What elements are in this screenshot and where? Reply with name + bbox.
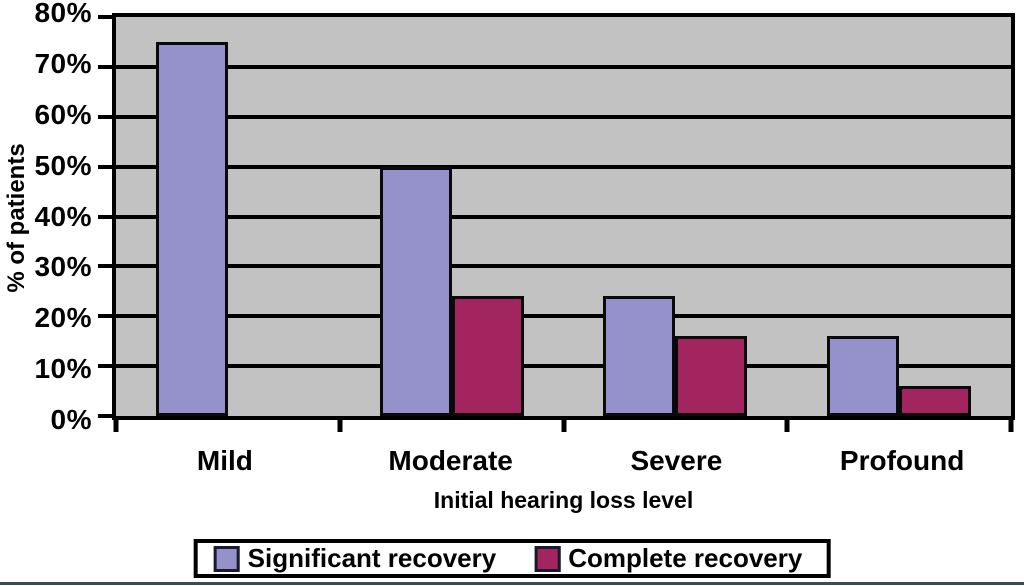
category-row xyxy=(116,17,1011,416)
y-axis-tick xyxy=(98,364,113,369)
y-axis-tick xyxy=(98,114,113,119)
y-axis-tick xyxy=(98,414,113,418)
gridline xyxy=(116,114,1011,119)
y-axis-tick-label: 70% xyxy=(34,47,92,79)
bar-slot xyxy=(827,17,900,416)
category-profound xyxy=(787,17,1011,416)
gridline xyxy=(116,164,1011,169)
bar-significant-recovery-moderate xyxy=(379,166,452,416)
plot-area xyxy=(98,13,1015,432)
y-axis-tick xyxy=(98,15,113,19)
bar-slot xyxy=(451,17,524,416)
legend: Significant recovery Complete recovery xyxy=(193,539,831,578)
category-mild xyxy=(116,17,340,416)
y-axis-tick-label: 30% xyxy=(34,251,92,283)
y-axis-tick-label: 10% xyxy=(34,353,92,385)
x-axis-tick xyxy=(337,419,343,432)
x-axis-tick xyxy=(113,419,119,432)
y-axis-tick-label: 0% xyxy=(50,404,92,435)
bar-slot xyxy=(155,17,228,416)
category-moderate xyxy=(340,17,564,416)
x-axis-tick-label-mild: Mild xyxy=(196,445,253,476)
gridline xyxy=(116,214,1011,219)
y-axis-tick-label: 80% xyxy=(34,0,92,28)
x-axis-tick xyxy=(561,419,566,432)
y-axis-tick xyxy=(98,64,113,69)
bar-slot xyxy=(675,17,748,416)
y-axis-tick xyxy=(98,214,113,219)
legend-item-significant-recovery: Significant recovery xyxy=(213,543,497,573)
y-axis-tick-label: 50% xyxy=(34,149,92,181)
legend-item-label: Complete recovery xyxy=(568,543,803,573)
bar-slot xyxy=(379,17,452,416)
y-axis-tick-label: 40% xyxy=(34,200,92,232)
bar-slot xyxy=(899,17,972,416)
x-axis-tick-label-profound: Profound xyxy=(839,445,965,476)
gridline xyxy=(116,364,1011,369)
bar-significant-recovery-mild xyxy=(155,41,228,416)
y-axis-tick-label: 60% xyxy=(34,98,92,130)
x-axis-title: Initial hearing loss level xyxy=(433,487,694,513)
category-severe xyxy=(564,17,788,416)
bar-complete-recovery-profound xyxy=(899,386,972,416)
legend-swatch-significant-recovery xyxy=(213,545,240,572)
legend-swatch-complete-recovery xyxy=(534,545,561,572)
legend-item-label: Significant recovery xyxy=(247,543,497,573)
bar-complete-recovery-severe xyxy=(675,336,748,416)
bar-significant-recovery-severe xyxy=(603,296,676,416)
y-axis-tick-label: 20% xyxy=(34,302,92,334)
gridline xyxy=(116,314,1011,319)
x-axis-tick xyxy=(1008,419,1014,432)
x-axis-tick-label-moderate: Moderate xyxy=(388,445,513,476)
bar-slot xyxy=(603,17,676,416)
bottom-divider xyxy=(0,582,1024,585)
x-axis-tick-label-severe: Severe xyxy=(630,445,723,476)
gridline xyxy=(116,264,1011,269)
x-axis-tick xyxy=(784,419,790,432)
bar-significant-recovery-profound xyxy=(827,336,900,416)
x-axis-labels: Mild Moderate Severe Profound xyxy=(112,446,1015,480)
bar-slot xyxy=(228,17,300,416)
y-axis-labels: 0% 10% 20% 30% 40% 50% 60% 70% 80% xyxy=(0,0,94,434)
bar-complete-recovery-moderate xyxy=(451,296,524,416)
y-axis-tick xyxy=(98,264,113,269)
y-axis-tick xyxy=(98,314,113,319)
gridline xyxy=(116,64,1011,69)
y-axis-tick xyxy=(98,164,113,169)
legend-item-complete-recovery: Complete recovery xyxy=(534,545,802,572)
